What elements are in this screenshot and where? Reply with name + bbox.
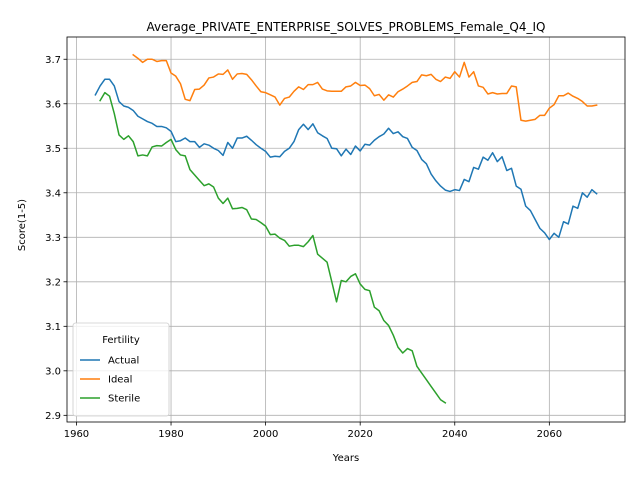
- series-line-sterile: [99, 91, 447, 404]
- y-tick-label: 2.9: [45, 411, 61, 422]
- series-line-ideal: [132, 53, 598, 122]
- x-tick-label: 2020: [347, 429, 372, 440]
- x-tick-label: 2060: [537, 429, 562, 440]
- legend-label-ideal: Ideal: [108, 375, 132, 386]
- y-tick-label: 3.6: [45, 99, 61, 110]
- series-layer: [94, 53, 598, 404]
- y-tick-label: 3.7: [45, 55, 61, 66]
- y-tick-label: 3.1: [45, 322, 61, 333]
- y-tick-label: 3.0: [45, 366, 61, 377]
- legend: Fertility Actual Ideal Sterile: [72, 322, 170, 417]
- legend-title: Fertility: [102, 335, 140, 346]
- y-tick-label: 3.3: [45, 233, 61, 244]
- legend-label-sterile: Sterile: [108, 394, 140, 405]
- x-axis-ticks: 1960 1980 2000 2020 2040 2060: [64, 422, 562, 440]
- legend-box: [72, 322, 170, 417]
- y-axis-ticks: 2.9 3.0 3.1 3.2 3.3 3.4 3.5 3.6 3.7: [45, 55, 67, 422]
- y-tick-label: 3.2: [45, 277, 61, 288]
- legend-label-actual: Actual: [108, 356, 139, 367]
- x-axis-label: Years: [332, 453, 359, 464]
- y-axis-label: Score(1-5): [17, 199, 28, 251]
- y-tick-label: 3.5: [45, 144, 61, 155]
- y-tick-label: 3.4: [45, 188, 61, 199]
- x-tick-label: 2000: [253, 429, 278, 440]
- chart-title: Average_PRIVATE_ENTERPRISE_SOLVES_PROBLE…: [147, 20, 546, 34]
- x-tick-label: 1960: [64, 429, 89, 440]
- x-tick-label: 1980: [158, 429, 183, 440]
- series-line-actual: [94, 78, 598, 241]
- x-tick-label: 2040: [442, 429, 467, 440]
- plot-frame: [66, 36, 626, 423]
